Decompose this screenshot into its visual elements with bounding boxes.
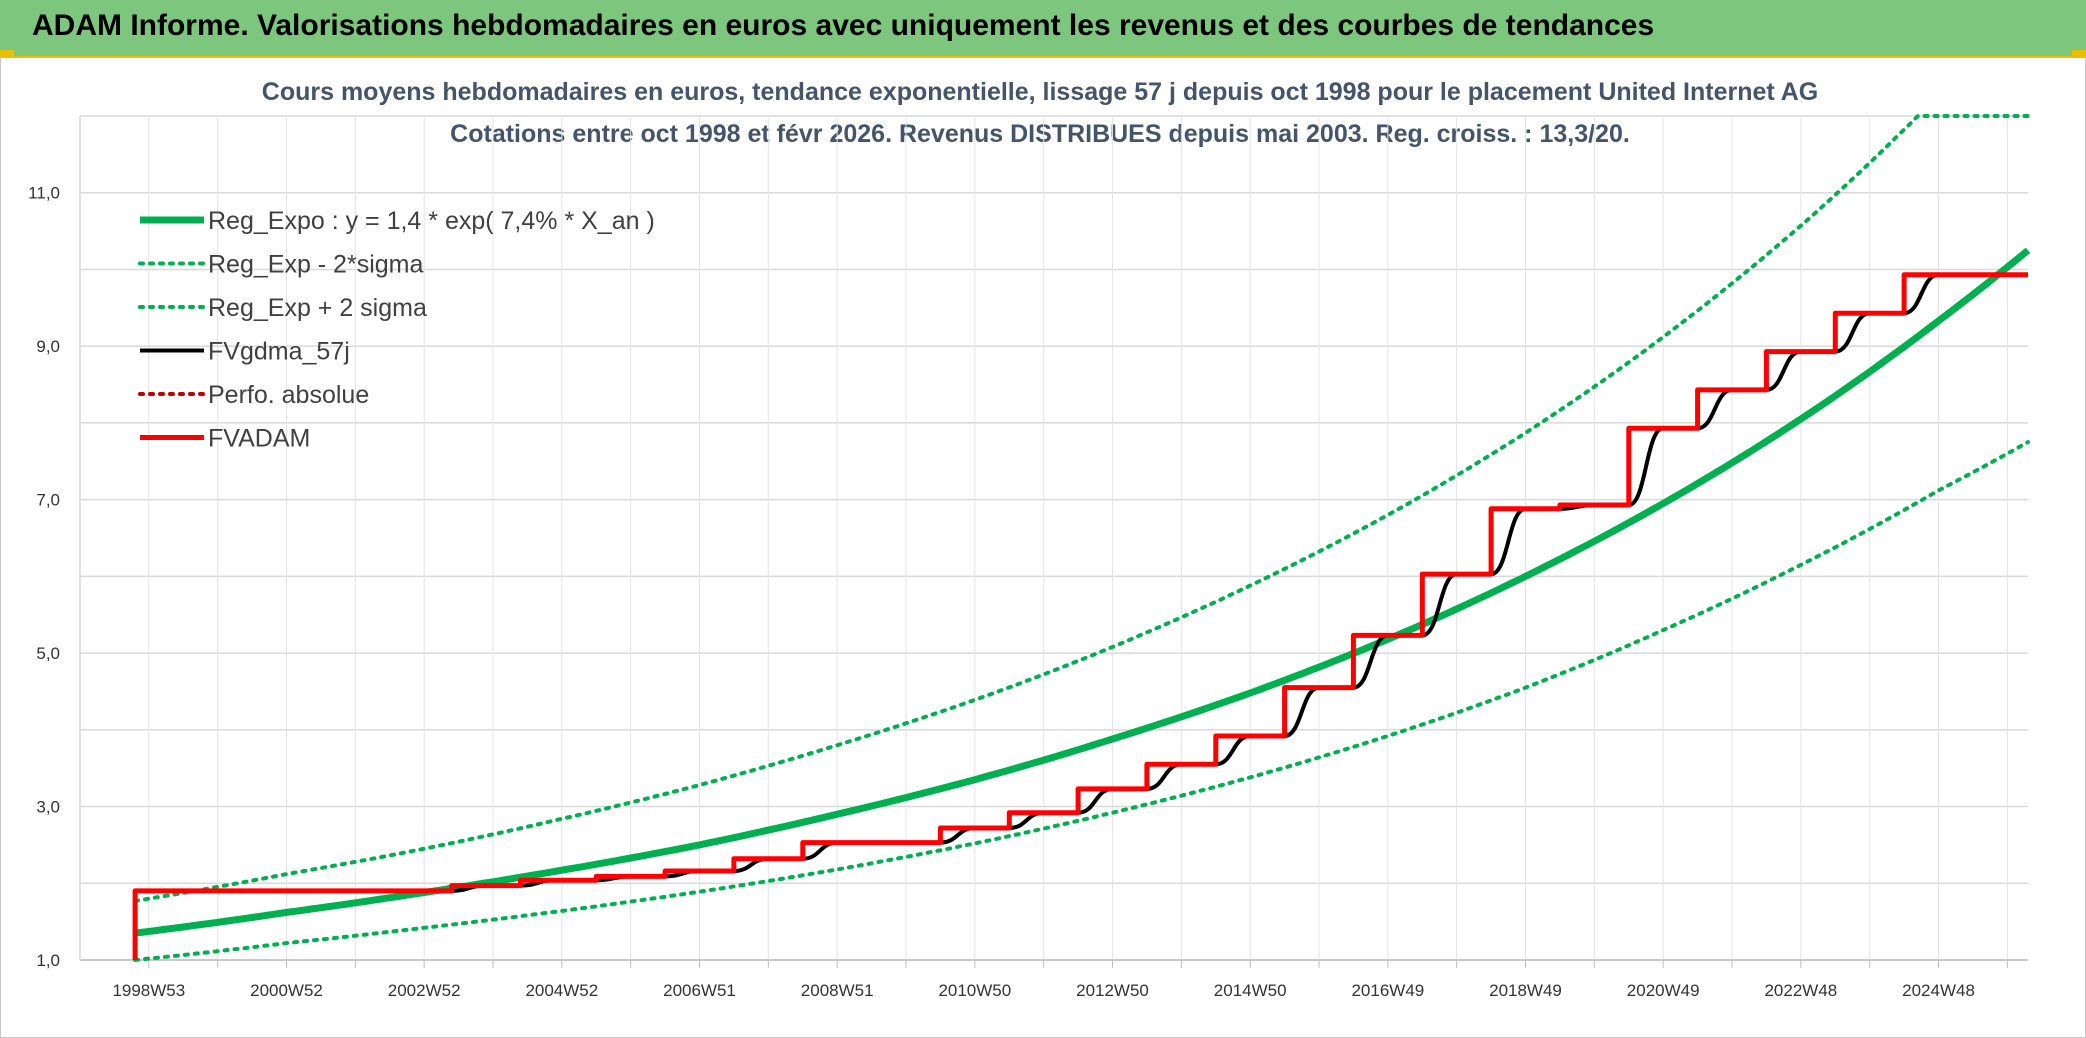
chart-area: Cours moyens hebdomadaires en euros, ten… — [28, 78, 2031, 1000]
x-tick-label: 2020W49 — [1627, 981, 1700, 1000]
axes: 1,0 3,0 5,0 7,0 9,0 11,0 1998W53 2000W52 2002W52… — [28, 116, 2028, 1000]
chart-title: Cours moyens hebdomadaires en euros, ten… — [262, 78, 1818, 106]
x-tick-label: 1998W53 — [112, 981, 185, 1000]
legend-label-3: FVgdma_57j — [208, 338, 350, 366]
report-banner: ADAM Informe. Valorisations hebdomadaire… — [0, 0, 2086, 58]
y-tick-label: 3,0 — [36, 798, 60, 817]
x-tick-label: 2014W50 — [1214, 981, 1287, 1000]
corner-accent-left — [0, 50, 14, 58]
series-1-line — [133, 440, 2030, 962]
series-2-line — [133, 114, 2030, 903]
plot-series — [132, 114, 2031, 962]
x-tick-label: 2018W49 — [1489, 981, 1562, 1000]
gridlines — [80, 115, 2028, 961]
x-tick-label: 2000W52 — [250, 981, 323, 1000]
x-tick-label: 2002W52 — [388, 981, 461, 1000]
y-tick-label: 11,0 — [28, 184, 60, 203]
x-tick-label: 2024W48 — [1902, 981, 1975, 1000]
legend: Reg_Expo : y = 1,4 * exp( 7,4% * X_an ) R… — [138, 207, 655, 453]
y-tick-label: 1,0 — [36, 951, 60, 970]
y-tick-label: 7,0 — [36, 491, 60, 510]
chart-subtitle: Cotations entre oct 1998 et févr 2026. R… — [450, 120, 1630, 148]
report-title: ADAM Informe. Valorisations hebdomadaire… — [32, 9, 1655, 42]
legend-label-5: FVADAM — [208, 425, 310, 453]
x-tick-label: 2008W51 — [801, 981, 874, 1000]
y-tick-label: 5,0 — [36, 644, 60, 663]
legend-label-4: Perfo. absolue — [208, 381, 369, 409]
series-5-line — [132, 272, 2028, 960]
x-tick-label: 2022W48 — [1764, 981, 1837, 1000]
legend-label-2: Reg_Exp + 2 sigma — [208, 294, 427, 322]
x-tick-label: 2016W49 — [1351, 981, 1424, 1000]
y-tick-label: 9,0 — [36, 337, 60, 356]
series-3-line — [133, 272, 2028, 960]
x-tick-label: 2006W51 — [663, 981, 736, 1000]
legend-label-0: Reg_Expo : y = 1,4 * exp( 7,4% * X_an ) — [208, 207, 655, 235]
x-tick-label: 2004W52 — [525, 981, 598, 1000]
x-tick-label: 2010W50 — [938, 981, 1011, 1000]
corner-accent-right — [2072, 50, 2086, 58]
legend-label-1: Reg_Exp - 2*sigma — [208, 251, 423, 279]
x-tick-label: 2012W50 — [1076, 981, 1149, 1000]
